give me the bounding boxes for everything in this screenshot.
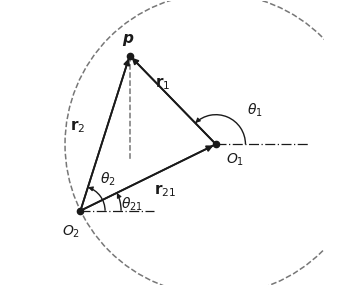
Text: $O_1$: $O_1$ xyxy=(226,152,244,168)
Text: $\theta_2$: $\theta_2$ xyxy=(100,171,115,188)
Text: $O_2$: $O_2$ xyxy=(61,223,80,240)
Text: $\mathbf{r}_{21}$: $\mathbf{r}_{21}$ xyxy=(154,183,176,199)
Text: $\theta_{21}$: $\theta_{21}$ xyxy=(121,195,143,213)
Text: p: p xyxy=(122,31,133,46)
Text: $\theta_1$: $\theta_1$ xyxy=(247,102,263,119)
Text: $\mathbf{r}_1$: $\mathbf{r}_1$ xyxy=(155,76,170,92)
Text: $\mathbf{r}_2$: $\mathbf{r}_2$ xyxy=(70,119,86,135)
